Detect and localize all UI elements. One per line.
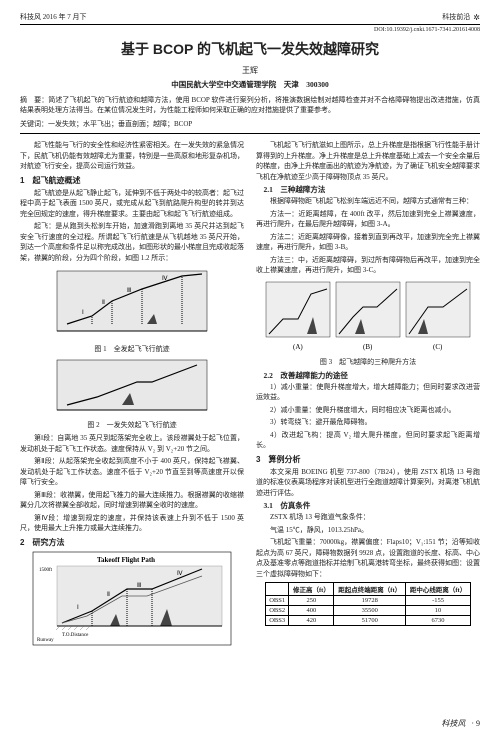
bullet: 1）减小重量：使爬升梯度增大，增大越障能力；但同时要求改进营运效益。 (256, 382, 480, 403)
figure-1: Ⅰ Ⅱ Ⅲ Ⅳ (52, 266, 212, 341)
para: 方法二：近距离越障碍像，接着到直到再改平，加速到完全完上襟翼速度，再进行爬升，如… (256, 232, 480, 253)
figure-2 (52, 357, 212, 417)
para: 第Ⅰ段：自离地 35 英尺到起落架完全收上。该段襟翼处于起飞位置，发动机处于起飞… (20, 433, 244, 454)
svg-text:1500ft: 1500ft (39, 568, 53, 573)
table-header (265, 583, 288, 596)
table-row: OBS2 400 35500 10 (265, 606, 470, 616)
page-number: · 9 (471, 719, 480, 728)
para: 第Ⅳ段：增速到规定的速度，并保持该表速上升到不低于 1500 英尺，使用最大上升… (20, 513, 244, 534)
svg-text:T.O.Distance: T.O.Distance (62, 633, 89, 638)
para: 第Ⅱ段：从起落架完全收起到高度不小于 400 英尺，保持起飞襟翼、发动机处于起飞… (20, 456, 244, 488)
header-left: 科技风 2016 年 7 月下 (20, 12, 87, 22)
svg-text:Ⅲ: Ⅲ (137, 583, 141, 589)
left-column: 起飞性能与飞行的安全性和经济性紧密相关。在一发失效的紧急情况下，民航飞机仍能有效… (20, 140, 244, 649)
article-title: 基于 BCOP 的飞机起飞一发失效越障研究 (20, 39, 480, 59)
svg-text:Takeoff Flight Path: Takeoff Flight Path (97, 556, 155, 564)
figure-3: (A) (B) (C) (263, 279, 473, 354)
abstract: 摘 要：简述了飞机起飞的飞行航迹和越障方法，使用 BCOP 软件进行案列分析，将… (20, 96, 480, 116)
affiliation: 中国民航大学空中交通管理学院 天津 300300 (20, 79, 480, 90)
takeoff-flight-path-chart: Takeoff Flight Path Ⅰ Ⅱ Ⅲ Ⅳ 1500ft T.O.D… (32, 551, 232, 646)
bullet: 4）改进起飞构：提高 V₂ 增大爬升梯度，但同时要求起飞距离增长。 (256, 430, 480, 451)
table-row: OBS3 420 51700 6730 (265, 616, 470, 626)
section-heading: 2 研究方法 (20, 537, 244, 548)
para: 气温 15℃，静风，1013.25hPa。 (256, 525, 480, 536)
subsection-heading: 2.1 三种越障方法 (256, 184, 480, 195)
bullet: 2）减小重量：使爬升梯度增大，同时相应决飞距离也减小。 (256, 405, 480, 416)
svg-text:Ⅳ: Ⅳ (177, 571, 183, 577)
header-right: 科技前沿 (442, 12, 470, 22)
svg-text:Ⅲ: Ⅲ (127, 288, 131, 294)
doi-text: DOI:10.19392/j.cnki.1671-7341.201614008 (20, 27, 480, 33)
para: 起飞航迹是从起飞静止起飞，延伸到不低于两处中的较高者：起飞过程中高于起飞表面 1… (20, 188, 244, 220)
section-heading: 1 起飞航迹概述 (20, 175, 244, 186)
para: 根据障碍物距飞机起飞松刹车端远近不同，越障方式通常有三种： (256, 196, 480, 207)
svg-text:Ⅰ: Ⅰ (82, 310, 84, 316)
table-header: 修正高（ft） (289, 583, 334, 596)
para: ZSTX 机场 13 号跑道气象条件： (256, 512, 480, 523)
svg-text:(B): (B) (363, 343, 373, 351)
para: 本文采用 BOEING 机型 737-800（7B24），使用 ZSTX 机场 … (256, 467, 480, 499)
bullet: 3）转弯绕飞：避开最危障碍物。 (256, 417, 480, 428)
para: 起飞：是从跑到头松刹车开始，加速滑跑到离地 35 英尺并达到起飞安全飞行速度的全… (20, 221, 244, 263)
svg-text:Ⅱ: Ⅱ (107, 592, 110, 598)
table-header: 距起点终端距离（ft） (334, 583, 406, 596)
table-header: 距中心线距离（ft） (406, 583, 471, 596)
svg-text:Ⅱ: Ⅱ (102, 300, 105, 306)
table-row: OBS1 250 19728 -155 (265, 596, 470, 606)
subsection-heading: 3.1 仿真条件 (256, 500, 480, 511)
svg-text:(A): (A) (293, 343, 303, 351)
para: 第Ⅲ段：收襟翼，使用起飞推力的最大连续推力。根据襟翼的收缩襟翼分几次将襟翼全部收… (20, 490, 244, 511)
keywords: 关键词：一发失效；水平飞出；垂直剖面；越障；BCOP (20, 120, 480, 130)
svg-text:Runway: Runway (37, 638, 54, 643)
para: 起飞性能与飞行的安全性和经济性紧密相关。在一发失效的紧急情况下，民航飞机仍能有效… (20, 140, 244, 172)
figure-2-caption: 图 2 一发失效起飞飞行航迹 (20, 420, 244, 430)
para: 飞机起飞重量：70000kg，襟翼偏度：Flaps10；V₁:151 节；沿等知… (256, 537, 480, 579)
svg-text:Ⅳ: Ⅳ (162, 276, 168, 282)
right-column: 飞机起飞飞行航滋如上图所示，总上升梯度是指根据飞行性能手册计算得到的上升梯度。净… (256, 140, 480, 649)
para: 方法一：近距离越障，在 400ft 改平，然后加速到完全上襟翼速度，再进行爬升，… (256, 209, 480, 230)
subsection-heading: 2.2 改善越障能力的途径 (256, 370, 480, 381)
author-name: 王辉 (20, 65, 480, 76)
divider (20, 133, 480, 134)
svg-text:Ⅰ: Ⅰ (77, 605, 79, 611)
figure-1-caption: 图 1 全发起飞飞行航迹 (20, 344, 244, 354)
figure-3-caption: 图 3 起飞越障的三种爬升方法 (256, 357, 480, 367)
leaf-icon: ✲ (473, 13, 480, 22)
obstacle-table: 修正高（ft） 距起点终端距离（ft） 距中心线距离（ft） OBS1 250 … (265, 582, 471, 626)
para: 方法三：中，近距离越障碍，到过所有障碍物后再改平，加速到完全收上襟翼速度，再进行… (256, 255, 480, 276)
para: 飞机起飞飞行航滋如上图所示，总上升梯度是指根据飞行性能手册计算得到的上升梯度。净… (256, 140, 480, 182)
footer-journal: 科技风 (441, 718, 465, 729)
svg-text:(C): (C) (433, 343, 443, 351)
section-heading: 3 算例分析 (256, 454, 480, 465)
